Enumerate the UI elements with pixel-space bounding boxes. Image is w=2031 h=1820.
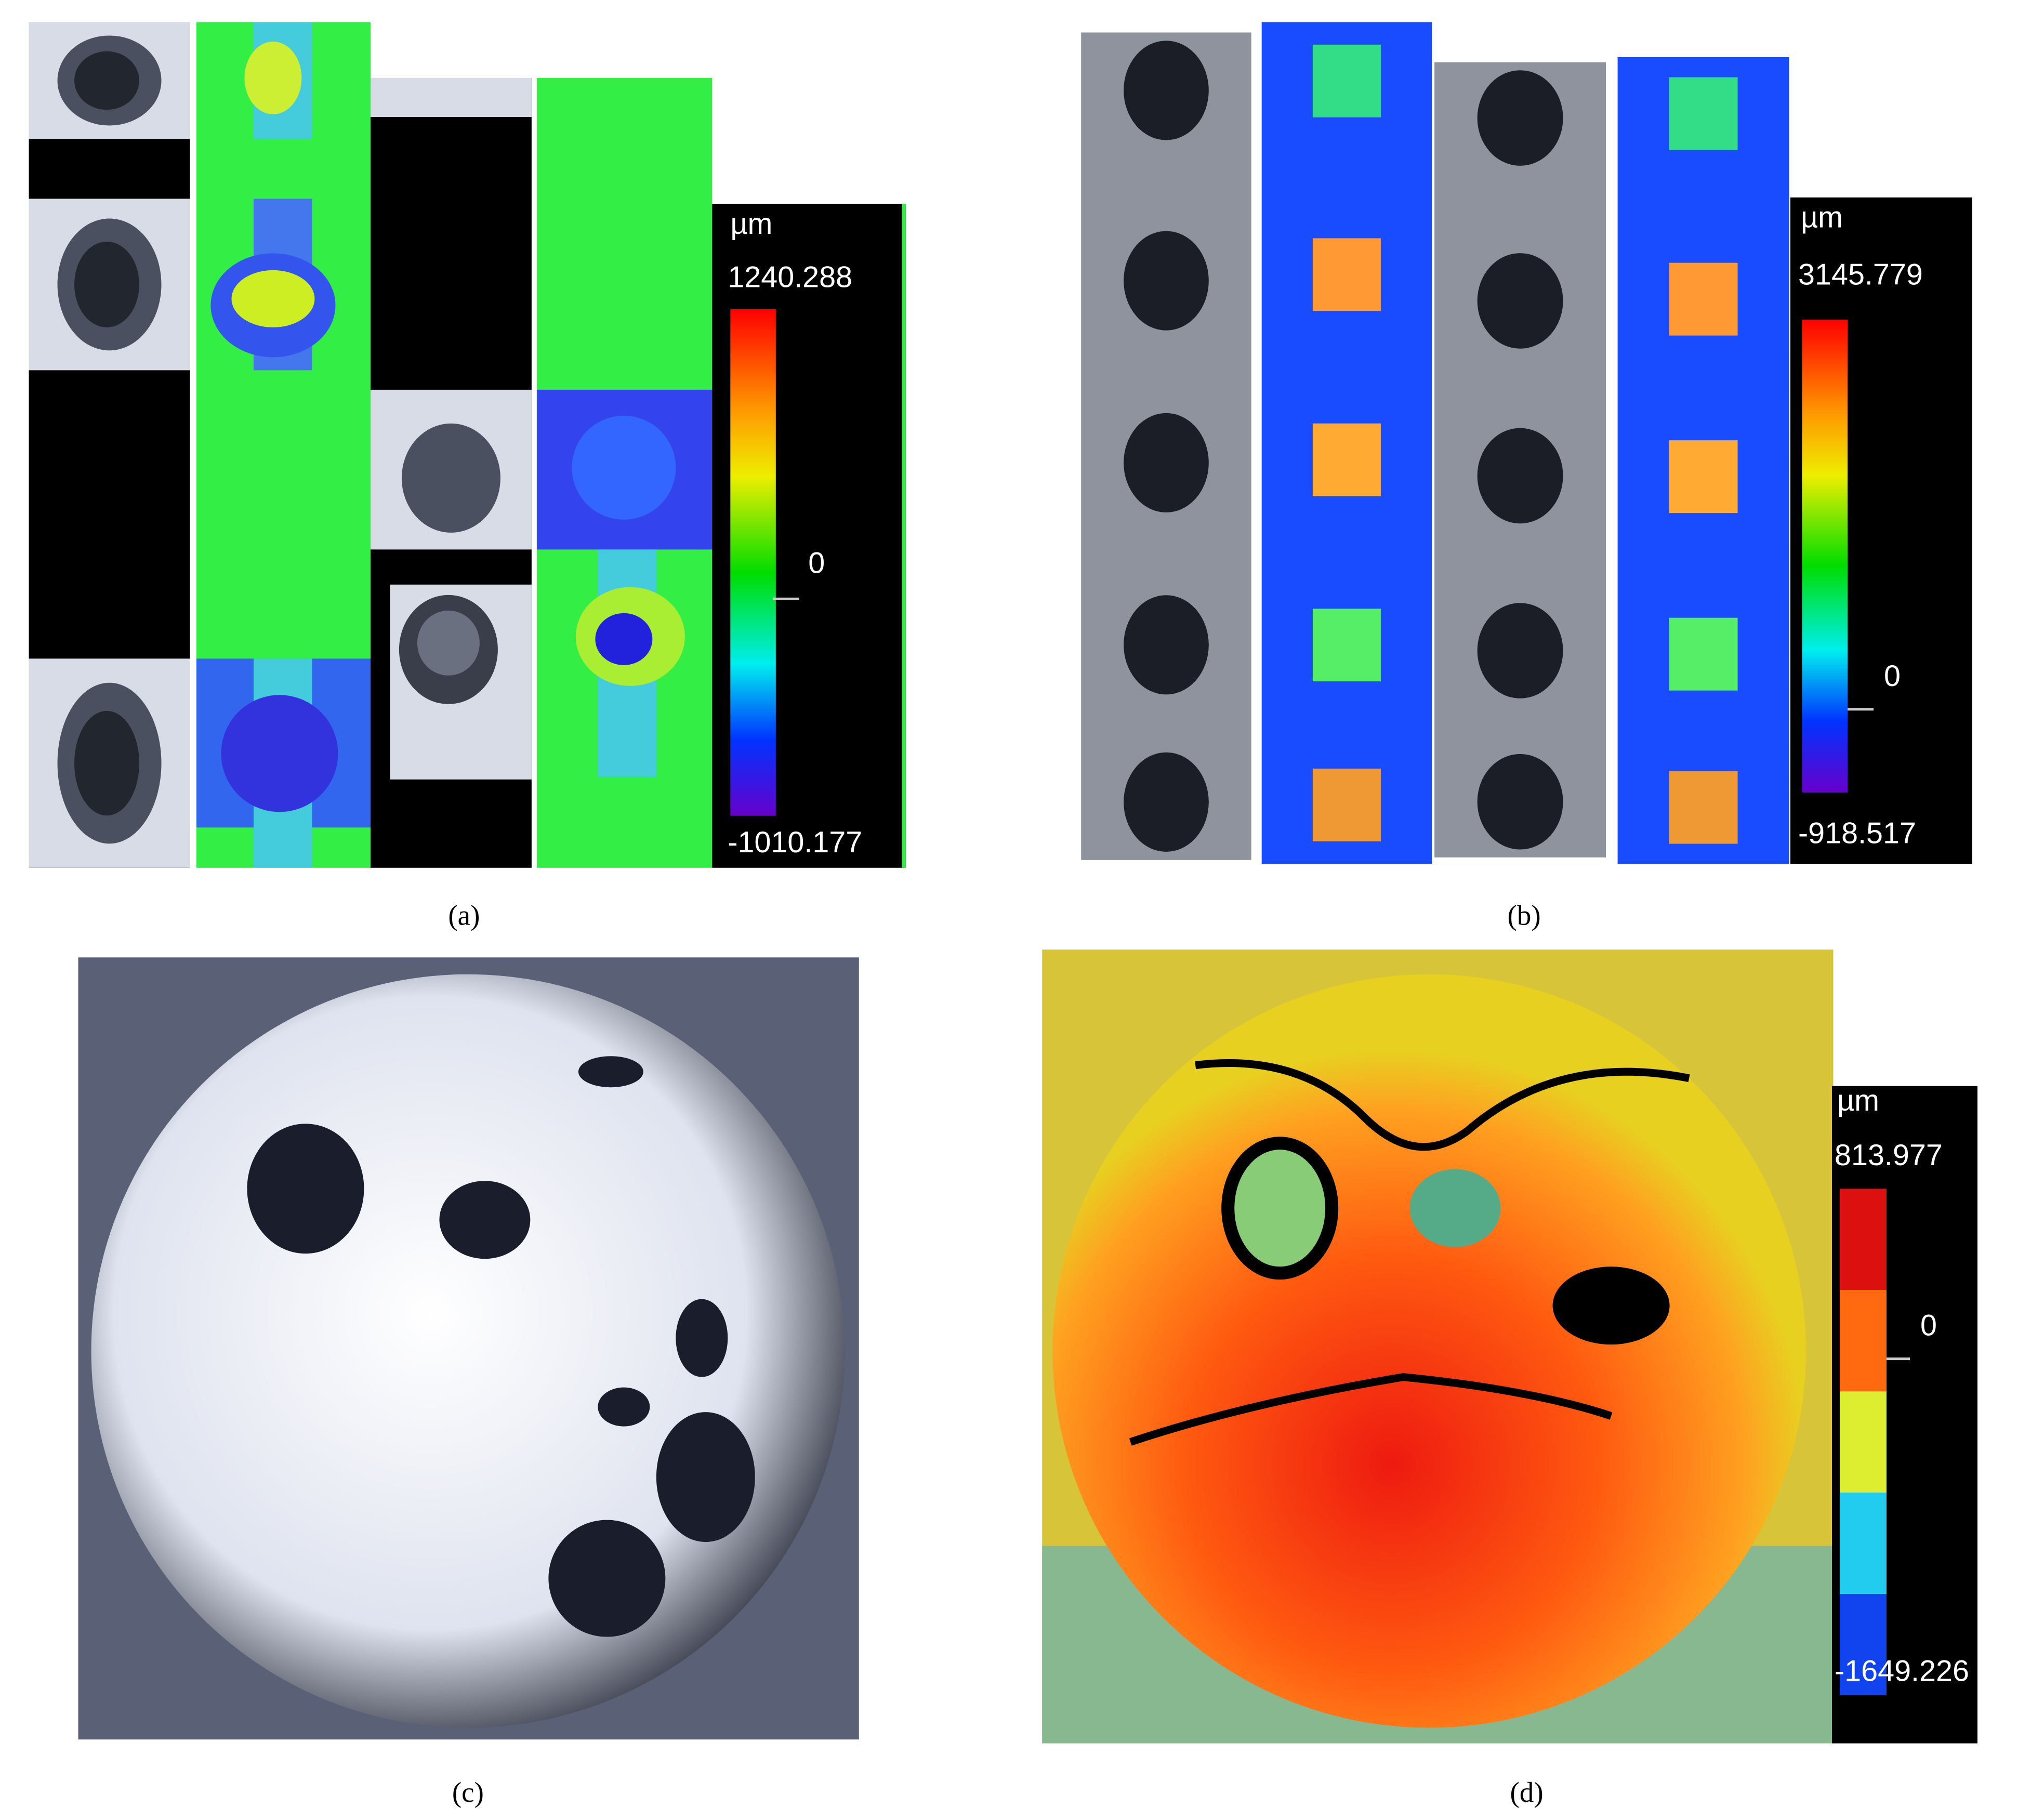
pore bbox=[417, 610, 480, 676]
height-feature bbox=[1669, 440, 1738, 513]
feature bbox=[221, 695, 338, 812]
height-feature bbox=[1409, 1169, 1501, 1247]
colorbar bbox=[730, 309, 776, 816]
colorbar-unit: µm bbox=[1801, 201, 1843, 234]
sample bbox=[1052, 974, 1806, 1728]
pore bbox=[439, 1181, 531, 1259]
height-feature bbox=[244, 41, 302, 114]
colorbar-max: 813.977 bbox=[1835, 1139, 1943, 1172]
colorbar-step bbox=[1840, 1189, 1887, 1290]
void bbox=[1552, 1267, 1670, 1345]
sample bbox=[1124, 595, 1209, 695]
colorbar-step bbox=[1840, 1391, 1887, 1493]
height-feature bbox=[1312, 768, 1381, 841]
pore bbox=[74, 241, 139, 327]
height-feature bbox=[1312, 44, 1381, 117]
colorbar-unit: µm bbox=[1837, 1084, 1879, 1117]
panel-caption: (d) bbox=[1510, 1776, 1544, 1808]
colorbar-zero: 0 bbox=[1920, 1309, 1937, 1342]
height-feature bbox=[1312, 423, 1381, 496]
sample bbox=[1477, 428, 1563, 524]
sample bbox=[1124, 752, 1209, 852]
labels: µm 1240.288 0 -1010.177 µm 3145.779 0 -918.517 µ… bbox=[448, 201, 1969, 1808]
sample bbox=[1124, 413, 1209, 513]
height-feature bbox=[1669, 262, 1738, 336]
colorbar-min: -1649.226 bbox=[1835, 1655, 1969, 1688]
feature bbox=[595, 613, 653, 665]
pore bbox=[676, 1299, 728, 1377]
crack bbox=[1195, 1059, 1690, 1151]
sample bbox=[91, 974, 845, 1728]
feature bbox=[231, 270, 315, 327]
pore bbox=[578, 1056, 643, 1088]
colorbar-max: 3145.779 bbox=[1798, 258, 1923, 291]
colorbar-min: -918.517 bbox=[1798, 816, 1916, 850]
crack bbox=[1129, 1373, 1613, 1446]
pore bbox=[74, 710, 139, 816]
colorbar-step bbox=[1840, 1290, 1887, 1392]
pore bbox=[548, 1520, 666, 1637]
pore bbox=[656, 1412, 755, 1542]
height-feature bbox=[572, 415, 676, 520]
pore bbox=[74, 51, 139, 110]
colorbar-step bbox=[1840, 1493, 1887, 1594]
colorbar-max: 1240.288 bbox=[728, 260, 852, 294]
sample bbox=[1477, 754, 1563, 850]
colorbar-zero: 0 bbox=[808, 546, 825, 579]
pore bbox=[247, 1124, 364, 1254]
height-feature bbox=[1312, 609, 1381, 682]
panel-art bbox=[29, 22, 1977, 1744]
panel-caption: (a) bbox=[448, 900, 480, 931]
colorbar bbox=[1802, 319, 1848, 793]
sample bbox=[1124, 41, 1209, 140]
colorbar-min: -1010.177 bbox=[728, 826, 862, 859]
panel-caption: (c) bbox=[452, 1776, 484, 1808]
sample bbox=[1124, 231, 1209, 331]
colorbar-unit: µm bbox=[730, 207, 772, 241]
height-feature bbox=[1669, 77, 1738, 150]
image-block bbox=[370, 77, 532, 117]
sample bbox=[1477, 253, 1563, 349]
colorbar-step bbox=[1840, 1594, 1887, 1696]
panel-caption: (b) bbox=[1508, 900, 1541, 931]
height-feature bbox=[1669, 771, 1738, 844]
sample bbox=[1477, 603, 1563, 698]
feature bbox=[1234, 1150, 1326, 1267]
height-feature bbox=[1312, 238, 1381, 311]
sample bbox=[1477, 70, 1563, 166]
height-feature bbox=[1669, 617, 1738, 691]
image-block bbox=[902, 204, 906, 868]
colorbar-zero: 0 bbox=[1884, 660, 1901, 693]
pore bbox=[598, 1387, 650, 1427]
sample bbox=[401, 423, 500, 533]
